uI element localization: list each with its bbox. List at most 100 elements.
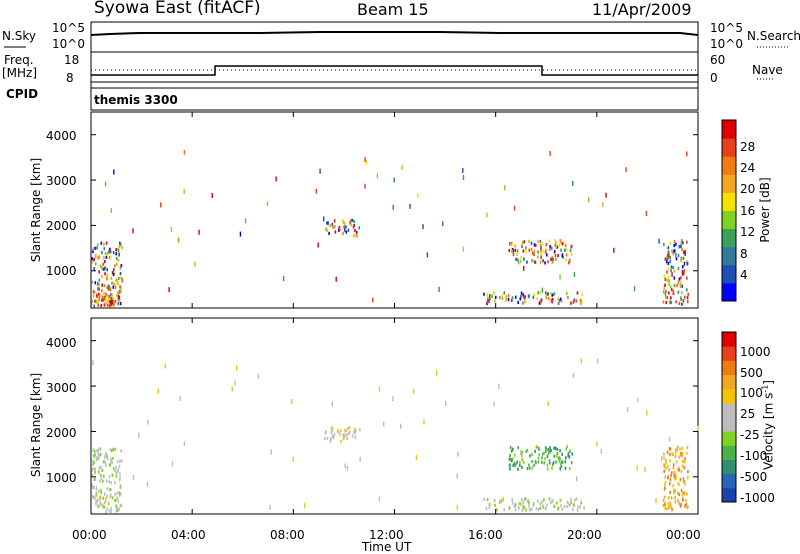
data-cell	[488, 297, 491, 301]
data-cell	[113, 282, 115, 286]
data-cell	[669, 256, 671, 260]
data-cell	[511, 243, 513, 247]
data-cell	[561, 299, 563, 303]
data-cell	[511, 501, 514, 505]
data-cell	[343, 228, 346, 232]
sparse-echo	[364, 183, 366, 189]
data-cell	[672, 291, 675, 295]
data-cell	[514, 248, 516, 252]
data-cell	[97, 490, 100, 494]
power-cbar-tick-20: 20	[740, 182, 756, 196]
data-cell	[540, 249, 542, 253]
data-cell	[556, 501, 558, 505]
data-cell	[115, 252, 117, 256]
data-cell	[119, 476, 121, 480]
sparse-echo	[365, 159, 368, 165]
data-cell	[115, 471, 118, 475]
data-cell	[681, 454, 684, 458]
data-cell	[105, 255, 108, 259]
data-cell	[553, 454, 555, 458]
data-cell	[557, 297, 560, 301]
data-cell	[525, 508, 527, 512]
data-cell	[662, 498, 665, 502]
data-cell	[507, 294, 510, 298]
data-cell	[683, 250, 685, 254]
sparse-echo	[462, 175, 465, 180]
data-cell	[662, 503, 665, 508]
data-cell	[102, 496, 105, 500]
data-cell	[550, 449, 552, 453]
data-cell	[560, 240, 562, 244]
sparse-echo	[462, 246, 465, 252]
data-cell	[503, 291, 506, 295]
data-cell	[559, 498, 562, 502]
data-cell	[119, 459, 121, 463]
data-cell	[92, 462, 94, 466]
data-cell	[101, 294, 103, 299]
data-cell	[537, 239, 539, 243]
data-cell	[522, 460, 525, 465]
data-cell	[683, 261, 686, 265]
data-cell	[557, 507, 559, 511]
data-cell	[562, 241, 565, 245]
data-cell	[667, 267, 669, 271]
data-cell	[119, 477, 121, 482]
data-cell	[539, 260, 542, 264]
data-cell	[538, 453, 540, 457]
data-cell	[687, 470, 689, 474]
data-cell	[340, 439, 342, 443]
sparse-echo	[572, 373, 575, 378]
data-cell	[679, 284, 682, 288]
data-cell	[347, 228, 350, 232]
xtick-04: 04:00	[171, 528, 206, 542]
data-cell	[104, 302, 107, 306]
data-cell	[671, 452, 674, 456]
sparse-echo	[547, 401, 549, 407]
data-cell	[116, 460, 119, 464]
data-cell	[488, 299, 491, 303]
data-cell	[686, 276, 688, 280]
data-cell	[538, 447, 541, 451]
sparse-echo	[504, 185, 506, 191]
data-cell	[118, 299, 121, 303]
colorbar-segment	[722, 360, 736, 375]
data-cell	[560, 460, 563, 464]
data-cell	[679, 282, 682, 286]
data-cell	[546, 503, 548, 507]
data-cell	[545, 248, 547, 252]
data-cell	[559, 457, 562, 461]
data-cell	[517, 261, 520, 265]
data-cell	[681, 284, 684, 288]
sparse-echo	[661, 456, 663, 462]
data-cell	[667, 291, 670, 295]
data-cell	[673, 243, 675, 248]
data-cell	[98, 466, 100, 470]
colorbar-segment	[722, 156, 736, 175]
sparse-echo	[442, 221, 444, 227]
data-cell	[113, 272, 116, 276]
sparse-echo	[462, 167, 464, 173]
data-cell	[101, 251, 103, 255]
xtick-12: 12:00	[369, 528, 404, 542]
data-cell	[679, 478, 682, 482]
noise-search-label: N.Search	[747, 29, 800, 43]
data-cell	[93, 449, 96, 453]
sparse-echo	[573, 272, 576, 278]
data-cell	[105, 479, 108, 483]
data-cell	[522, 501, 524, 505]
data-cell	[523, 240, 525, 244]
data-cell	[104, 251, 107, 256]
velocity-cbar-tick-25: 25	[740, 407, 756, 421]
sparse-echo	[533, 249, 535, 255]
data-cell	[546, 253, 548, 257]
data-cell	[104, 492, 106, 496]
data-cell	[113, 300, 116, 304]
data-cell	[329, 440, 332, 444]
data-cell	[345, 428, 347, 432]
sparse-echo	[383, 421, 385, 427]
data-cell	[663, 456, 665, 460]
data-cell	[342, 225, 345, 229]
sparse-echo	[559, 274, 561, 280]
data-cell	[672, 283, 675, 287]
data-cell	[683, 459, 686, 463]
